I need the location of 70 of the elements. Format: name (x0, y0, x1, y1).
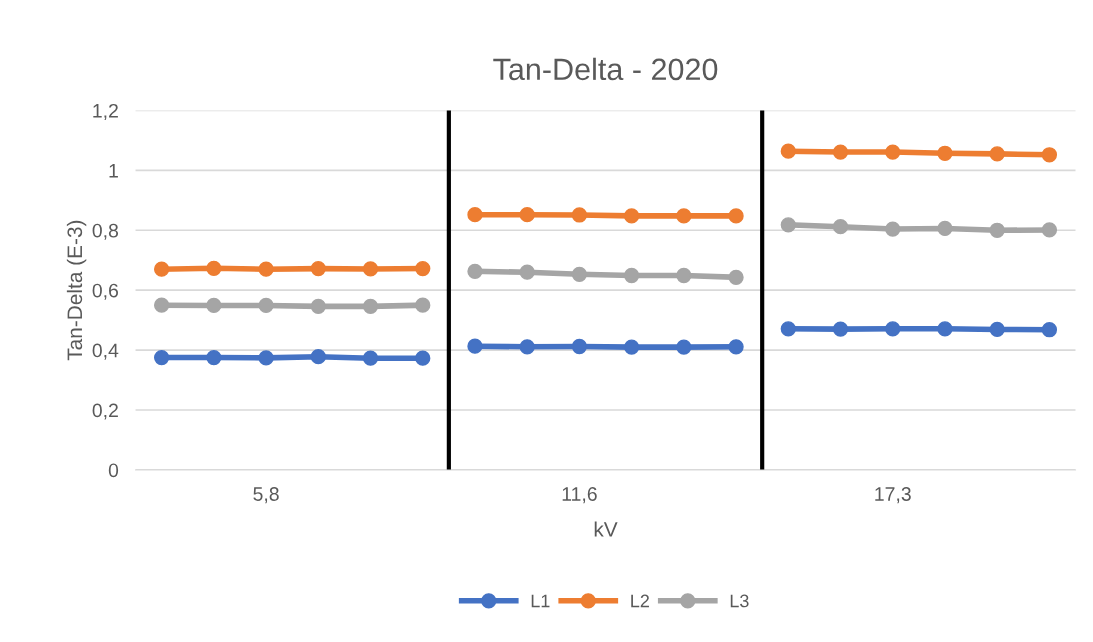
point (310, 349, 326, 365)
point (832, 144, 849, 160)
point (310, 298, 326, 315)
point (1041, 147, 1058, 163)
point (154, 349, 170, 366)
point (310, 260, 326, 277)
point (676, 339, 692, 355)
point (728, 269, 744, 285)
point (676, 208, 692, 224)
point (206, 297, 222, 314)
point (885, 321, 901, 337)
y-tick-label: 1 (109, 164, 118, 178)
chart-title: Tan-Delta - 2020 (493, 57, 718, 81)
point (780, 321, 796, 337)
x-tick-label: 11,6 (562, 487, 597, 504)
point (415, 350, 431, 366)
point (362, 350, 379, 366)
point (780, 217, 796, 233)
point (832, 219, 849, 235)
point (676, 267, 692, 284)
point (1041, 322, 1058, 338)
x-axis-title: kV (594, 521, 618, 537)
point (362, 261, 379, 277)
point (206, 260, 222, 276)
point (937, 321, 953, 337)
point (623, 267, 640, 284)
point (467, 207, 483, 223)
point (467, 338, 483, 354)
y-tick-label: 0,8 (92, 223, 119, 240)
point (989, 222, 1005, 238)
legend-label: L1 (531, 594, 550, 608)
point (885, 144, 901, 160)
point (362, 298, 379, 315)
point (623, 208, 640, 224)
point (571, 338, 588, 355)
point (467, 263, 483, 279)
point (780, 143, 796, 159)
point (258, 261, 274, 277)
point (885, 221, 901, 237)
legend-label: L3 (730, 594, 749, 608)
point (728, 208, 744, 224)
point (519, 264, 535, 280)
point (571, 207, 588, 223)
legend-label: L2 (631, 594, 649, 608)
x-tick-label: 17,3 (875, 487, 911, 504)
y-axis-title: Tan-Delta (E-3) (66, 220, 87, 361)
y-tick-label: 0,4 (92, 343, 119, 360)
point (258, 350, 274, 366)
point (989, 321, 1005, 338)
point (154, 261, 170, 277)
x-tick-label: 5,8 (253, 487, 279, 504)
y-tick-label: 0 (108, 463, 119, 478)
y-tick-label: 0,2 (92, 403, 118, 420)
point (415, 260, 431, 277)
point (258, 297, 274, 314)
point (519, 207, 535, 223)
point (937, 145, 953, 161)
point (1041, 222, 1058, 238)
point (623, 339, 640, 355)
y-tick-label: 1,2 (93, 103, 118, 120)
point (989, 146, 1005, 162)
point (728, 339, 744, 355)
point (154, 297, 170, 313)
point (206, 349, 222, 366)
point (832, 321, 849, 337)
point (571, 266, 588, 282)
point (415, 297, 431, 313)
point (937, 220, 953, 237)
point (519, 339, 535, 355)
y-tick-label: 0,6 (92, 283, 119, 300)
